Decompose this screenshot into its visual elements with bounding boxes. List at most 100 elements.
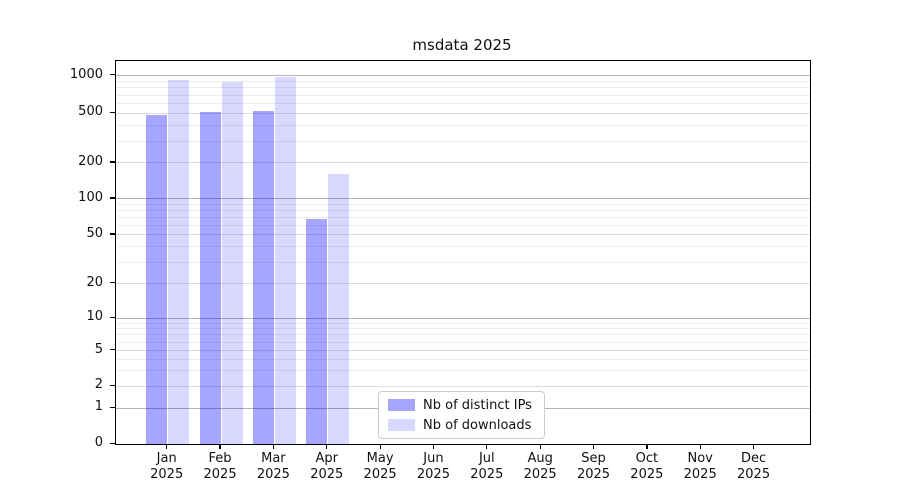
x-tick-month: Mar [261, 451, 286, 466]
x-tick-year: 2025 [256, 467, 290, 482]
x-tick-mark-jul [486, 444, 488, 450]
x-tick-year: 2025 [576, 467, 611, 482]
y-tick-mark-100 [110, 197, 115, 199]
legend-label-distinct-ips: Nb of distinct IPs [423, 397, 532, 413]
x-tick-label-mar: Mar 2025 [243, 451, 303, 483]
gridline-9 [116, 322, 810, 324]
x-tick-mark-apr [326, 444, 328, 450]
x-tick-mark-nov [699, 444, 701, 450]
y-tick-mark-2 [110, 384, 115, 386]
x-tick-month: May [366, 451, 394, 466]
x-tick-mark-jan [166, 444, 168, 450]
gridline-400 [116, 125, 810, 127]
chart-title: msdata 2025 [412, 36, 512, 54]
x-tick-month: Apr [315, 451, 339, 466]
gridline-800 [116, 87, 810, 89]
gridline-100 [116, 198, 810, 200]
x-tick-label-jul: Jul 2025 [457, 451, 517, 483]
legend-item-distinct-ips: Nb of distinct IPs [379, 398, 544, 413]
legend: Nb of distinct IPs Nb of downloads [378, 391, 545, 439]
y-tick-mark-200 [110, 161, 115, 163]
x-tick-label-apr: Apr 2025 [297, 451, 357, 483]
plot-area [115, 60, 811, 445]
gridline-40 [116, 246, 810, 248]
y-tick-mark-1000 [110, 74, 115, 76]
x-tick-label-nov: Nov 2025 [670, 451, 730, 483]
bar-mar-downloads [274, 77, 296, 444]
gridline-90 [116, 203, 810, 205]
y-tick-label-0: 0 [94, 435, 103, 450]
x-tick-year: 2025 [523, 467, 557, 482]
legend-swatch-distinct-ips [388, 399, 415, 411]
x-tick-year: 2025 [416, 467, 450, 482]
y-tick-label-20: 20 [86, 274, 103, 290]
x-tick-mark-sep [592, 444, 595, 450]
gridline-4 [116, 358, 810, 360]
x-tick-year: 2025 [683, 467, 717, 482]
legend-label-downloads: Nb of downloads [423, 417, 532, 433]
y-tick-mark-1 [110, 406, 115, 409]
x-tick-month: Aug [527, 451, 553, 466]
bar-feb-downloads [221, 81, 243, 444]
legend-item-downloads: Nb of downloads [379, 418, 544, 433]
gridline-700 [116, 94, 810, 96]
x-tick-year: 2025 [203, 467, 237, 482]
y-tick-mark-20 [110, 282, 115, 284]
bar-mar-distinct-ips [252, 111, 274, 444]
gridline-5 [116, 350, 810, 352]
bar-jan-distinct-ips [146, 114, 168, 444]
y-tick-label-10: 10 [86, 309, 103, 325]
x-tick-month: Jun [423, 451, 444, 466]
gridline-10 [116, 317, 810, 319]
gridline-80 [116, 209, 810, 211]
gridline-300 [116, 140, 810, 142]
x-tick-month: Feb [208, 451, 232, 466]
gridline-600 [116, 103, 810, 104]
gridline-2 [116, 385, 810, 387]
y-tick-label-50: 50 [86, 225, 103, 241]
x-tick-mark-feb [219, 444, 221, 450]
y-tick-label-1: 1 [94, 399, 103, 415]
gridline-50 [116, 234, 810, 236]
x-tick-label-aug: Aug 2025 [510, 451, 570, 483]
gridline-3 [116, 369, 810, 371]
y-tick-label-500: 500 [78, 104, 103, 120]
x-tick-mark-aug [539, 444, 541, 450]
y-tick-mark-10 [110, 316, 115, 319]
bar-apr-distinct-ips [306, 218, 328, 444]
gridline-8 [116, 328, 810, 330]
x-tick-month: Oct [635, 451, 659, 466]
y-tick-mark-0 [110, 442, 115, 444]
x-tick-year: 2025 [150, 467, 184, 482]
x-tick-month: Nov [687, 451, 713, 466]
gridline-20 [116, 283, 810, 285]
gridline-6 [116, 341, 810, 343]
x-tick-year: 2025 [310, 467, 344, 482]
x-tick-label-jan: Jan 2025 [137, 451, 197, 483]
x-tick-label-may: May 2025 [350, 451, 410, 483]
bar-feb-distinct-ips [199, 111, 221, 444]
gridline-200 [116, 162, 810, 164]
gridline-500 [116, 112, 810, 114]
x-tick-mark-mar [272, 444, 275, 450]
y-tick-label-2: 2 [94, 377, 103, 393]
gridline-1000 [116, 75, 810, 77]
y-tick-label-5: 5 [94, 341, 103, 357]
x-tick-month: Sep [581, 451, 606, 466]
x-tick-mark-may [379, 444, 381, 450]
y-tick-label-200: 200 [78, 153, 103, 169]
x-tick-label-dec: Dec 2025 [724, 451, 784, 483]
gridline-70 [116, 216, 810, 218]
gridline-7 [116, 334, 810, 336]
x-tick-label-feb: Feb 2025 [190, 451, 250, 483]
y-tick-label-100: 100 [78, 189, 103, 205]
x-tick-label-oct: Oct 2025 [617, 451, 677, 483]
y-tick-label-1000: 1000 [69, 66, 103, 82]
x-tick-year: 2025 [363, 467, 397, 482]
x-tick-year: 2025 [737, 467, 771, 482]
gridline-900 [116, 80, 810, 82]
x-tick-mark-oct [646, 444, 648, 450]
y-tick-mark-5 [110, 349, 115, 351]
x-tick-year: 2025 [470, 467, 504, 482]
